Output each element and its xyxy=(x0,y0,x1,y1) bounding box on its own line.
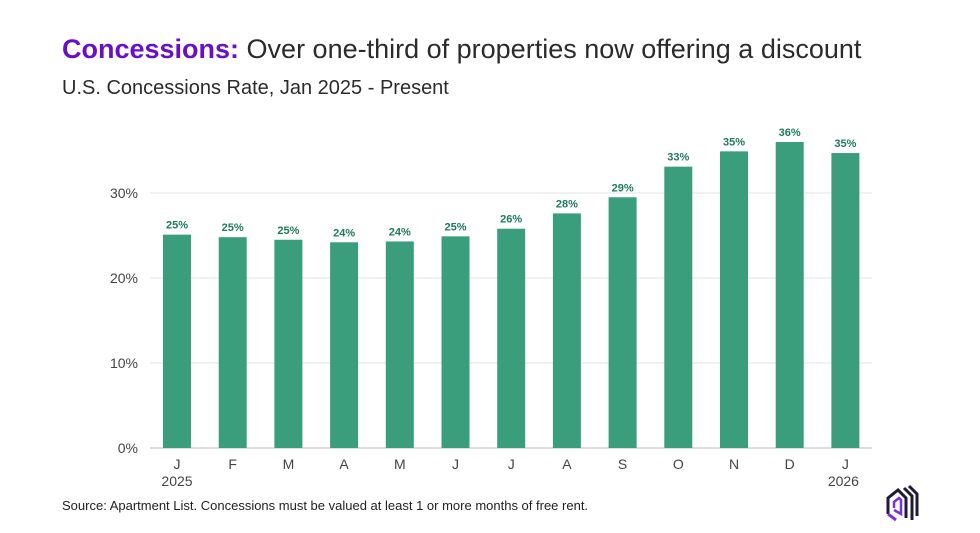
bar xyxy=(664,166,693,448)
title-rest: Over one-third of properties now offerin… xyxy=(239,34,862,64)
data-label: 29% xyxy=(612,182,634,194)
bar xyxy=(497,228,526,448)
y-tick-label: 10% xyxy=(110,355,138,371)
data-label: 35% xyxy=(723,136,745,148)
x-tick-label: J xyxy=(508,456,515,472)
x-year-label: 2026 xyxy=(828,473,859,489)
y-tick-label: 0% xyxy=(118,440,138,456)
bar xyxy=(441,236,470,448)
bar xyxy=(385,241,414,448)
y-tick-label: 30% xyxy=(110,185,138,201)
data-label: 36% xyxy=(779,127,801,139)
x-tick-label: J xyxy=(452,456,459,472)
apartment-list-logo-icon xyxy=(886,484,919,522)
y-tick-label: 20% xyxy=(110,270,138,286)
bar xyxy=(552,213,581,448)
data-label: 24% xyxy=(333,227,355,239)
bar xyxy=(775,142,804,448)
bar xyxy=(330,242,359,448)
data-label: 25% xyxy=(222,222,244,234)
bar xyxy=(608,197,637,448)
bar xyxy=(163,234,191,448)
x-tick-label: S xyxy=(618,456,627,472)
bar xyxy=(720,151,748,448)
data-label: 25% xyxy=(277,225,299,237)
x-tick-label: F xyxy=(228,456,237,472)
chart-title: Concessions: Over one-third of propertie… xyxy=(62,34,861,65)
x-tick-label: A xyxy=(562,456,572,472)
data-label: 25% xyxy=(444,221,466,233)
data-label: 25% xyxy=(166,220,188,232)
x-tick-label: N xyxy=(729,456,739,472)
data-label: 28% xyxy=(556,198,578,210)
data-label: 24% xyxy=(389,226,411,238)
x-tick-label: M xyxy=(394,456,406,472)
x-tick-label: D xyxy=(785,456,795,472)
bar xyxy=(831,153,860,449)
data-label: 35% xyxy=(834,138,856,150)
title-highlight: Concessions: xyxy=(62,34,240,64)
x-tick-label: O xyxy=(673,456,684,472)
x-tick-label: M xyxy=(283,456,295,472)
source-note: Source: Apartment List. Concessions must… xyxy=(62,498,589,513)
data-label: 26% xyxy=(500,214,522,226)
data-label: 33% xyxy=(667,152,689,164)
x-tick-label: J xyxy=(842,456,849,472)
bar xyxy=(274,239,303,448)
x-tick-label: J xyxy=(174,456,181,472)
bar xyxy=(218,237,247,448)
x-tick-label: A xyxy=(339,456,349,472)
chart-subtitle: U.S. Concessions Rate, Jan 2025 - Presen… xyxy=(62,77,449,99)
x-year-label: 2025 xyxy=(161,473,192,489)
